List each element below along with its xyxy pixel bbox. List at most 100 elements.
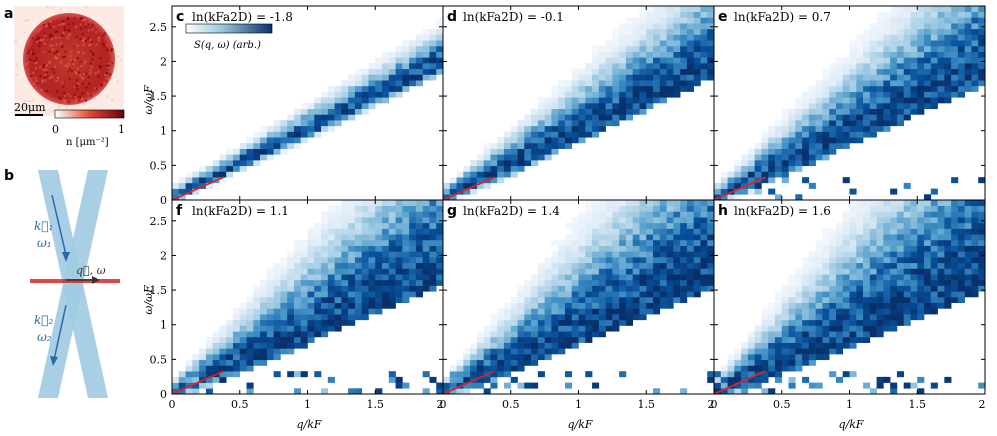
density-speckle-pixel [28, 60, 31, 63]
heatmap-cell [605, 319, 613, 326]
heatmap-cell [680, 257, 688, 264]
heatmap-cell [741, 348, 749, 355]
density-speckle-pixel [82, 77, 85, 80]
heatmap-cell [632, 222, 640, 229]
heatmap-cell [910, 279, 918, 286]
heatmap-cell [564, 382, 573, 389]
heatmap-cell [978, 279, 986, 286]
heatmap-cell [673, 205, 681, 212]
density-noise-pixel [119, 58, 122, 61]
heatmap-cell [842, 103, 850, 110]
heatmap-cell [937, 6, 945, 13]
heatmap-cell [612, 279, 620, 286]
heatmap-cell [876, 80, 884, 87]
heatmap-cell [422, 57, 430, 64]
heatmap-cell [815, 137, 823, 144]
heatmap-cell [849, 137, 857, 144]
heatmap-cell [795, 137, 803, 144]
heatmap-cell [585, 257, 593, 264]
heatmap-cell [375, 234, 383, 241]
heatmap-cell [266, 308, 274, 315]
heatmap-cell [788, 342, 796, 349]
density-speckle-pixel [97, 75, 100, 79]
heatmap-cell [700, 205, 708, 212]
heatmap-cell [890, 279, 898, 286]
heatmap-cell [551, 125, 559, 132]
heatmap-cell [978, 45, 986, 52]
heatmap-cell [395, 228, 403, 235]
heatmap-cell [795, 120, 803, 127]
heatmap-cell [863, 34, 871, 41]
heatmap-cell [659, 45, 667, 52]
heatmap-cell [517, 131, 525, 138]
heatmap-cell [619, 319, 627, 326]
heatmap-cell [619, 28, 627, 35]
heatmap-cell [863, 74, 871, 81]
heatmap-cell [720, 177, 728, 184]
heatmap-cell [971, 80, 979, 87]
heatmap-cell [476, 348, 484, 355]
heatmap-cell [293, 325, 302, 332]
heatmap-cell [666, 28, 674, 35]
heatmap-cell [199, 171, 207, 178]
heatmap-cell [903, 103, 911, 110]
heatmap-cell [937, 51, 945, 58]
heatmap-cell [842, 131, 850, 138]
heatmap-cell [863, 63, 871, 70]
heatmap-cell [876, 63, 884, 70]
heatmap-cell [978, 382, 986, 389]
heatmap-cell [768, 171, 776, 178]
heatmap-cell [876, 285, 884, 292]
heatmap-cell [605, 200, 613, 207]
heatmap-cell [429, 239, 437, 246]
heatmap-cell [781, 342, 789, 349]
heatmap-cell [802, 142, 810, 149]
heatmap-cell [720, 182, 728, 189]
heatmap-cell [578, 91, 586, 98]
heatmap-cell [673, 257, 681, 264]
heatmap-cell [287, 297, 295, 304]
heatmap-cell [598, 245, 606, 252]
heatmap-cell [463, 171, 471, 178]
heatmap-cell [544, 120, 552, 127]
ylabel-top: ω/ωF [142, 85, 155, 115]
heatmap-cell [625, 245, 633, 252]
heatmap-cell [273, 319, 281, 326]
heatmap-cell [415, 274, 423, 281]
heatmap-cell [680, 34, 688, 41]
heatmap-cell [869, 331, 877, 338]
heatmap-cell [300, 314, 308, 321]
density-noise-pixel [59, 8, 62, 11]
heatmap-cell [815, 108, 823, 115]
heatmap-cell [774, 314, 783, 321]
density-speckle-pixel [98, 65, 101, 68]
heatmap-cell [808, 85, 816, 92]
heatmap-cell [815, 279, 823, 286]
heatmap-cell [971, 17, 979, 24]
density-speckle-pixel [28, 59, 32, 62]
heatmap-cell [436, 257, 444, 264]
heatmap-cell [612, 262, 620, 269]
heatmap-cell [612, 245, 620, 252]
heatmap-cell [361, 108, 369, 115]
heatmap-cell [808, 342, 816, 349]
heatmap-cell [226, 154, 234, 161]
heatmap-cell [592, 262, 600, 269]
heatmap-cell [903, 74, 911, 81]
heatmap-cell [896, 234, 904, 241]
heatmap-cell [551, 91, 559, 98]
heatmap-cell [903, 382, 911, 389]
heatmap-cell [415, 217, 423, 224]
heatmap-cell [964, 211, 972, 218]
heatmap-cell [815, 125, 823, 132]
heatmap-cell [287, 262, 295, 269]
heatmap-cell [436, 45, 444, 52]
heatmap-cell [341, 239, 349, 246]
heatmap-cell [537, 125, 545, 132]
heatmap-cell [348, 222, 356, 229]
heatmap-cell [592, 125, 600, 132]
heatmap-cell [585, 80, 593, 87]
heatmap-cell [293, 114, 302, 121]
heatmap-cell [483, 148, 491, 155]
heatmap-cell [537, 348, 545, 355]
